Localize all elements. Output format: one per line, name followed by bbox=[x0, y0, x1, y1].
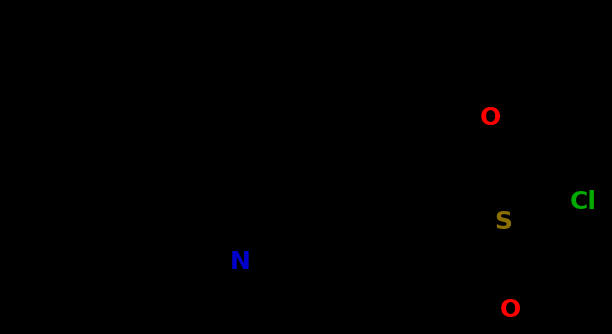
Circle shape bbox=[492, 292, 528, 328]
Text: O: O bbox=[479, 106, 501, 130]
Text: O: O bbox=[499, 298, 521, 322]
Circle shape bbox=[485, 204, 521, 240]
Text: S: S bbox=[494, 210, 512, 234]
Text: N: N bbox=[230, 250, 250, 274]
Circle shape bbox=[558, 177, 608, 227]
Text: Cl: Cl bbox=[570, 190, 597, 214]
Circle shape bbox=[472, 100, 508, 136]
Circle shape bbox=[222, 244, 258, 280]
